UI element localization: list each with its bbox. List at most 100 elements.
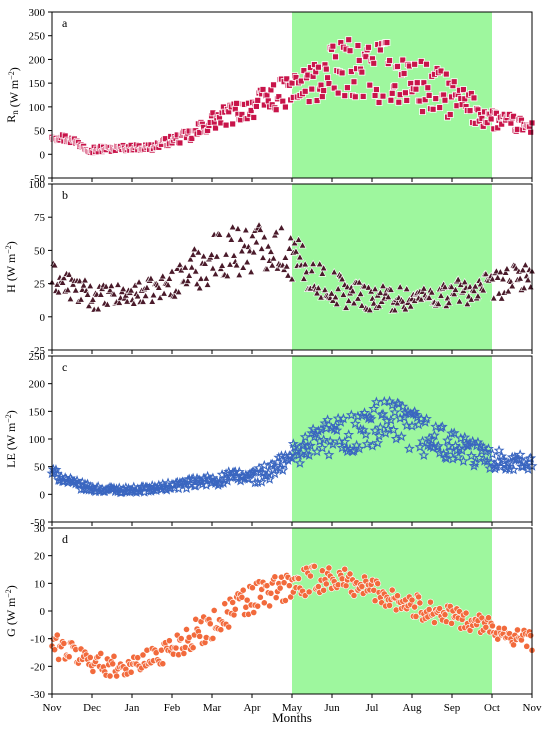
x-axis: Nov Dec Jan Feb Mar Apr May Jun Jul Aug Sep Oct Nov (43, 694, 542, 714)
data-point (521, 260, 530, 268)
data-point (195, 284, 204, 292)
data-point (344, 296, 353, 304)
data-point (71, 286, 80, 294)
x-tick-label: Dec (83, 702, 101, 714)
data-point (343, 429, 355, 440)
data-point (382, 423, 394, 434)
data-point (217, 626, 225, 634)
y-tick-label: 250 (29, 351, 46, 363)
data-point (510, 112, 517, 120)
data-point (455, 432, 467, 444)
data-point (215, 230, 224, 238)
y-axis: -30 -20 -10 0 10 20 30 (30, 523, 52, 701)
data-point (231, 605, 239, 613)
data-point (424, 84, 432, 92)
data-point (54, 288, 63, 296)
y-tick-label: 20 (34, 551, 46, 563)
data-point (486, 448, 498, 459)
data-point (224, 230, 233, 239)
data-point (452, 451, 464, 462)
data-point (357, 424, 369, 435)
data-point (469, 457, 481, 468)
data-point (164, 280, 172, 288)
data-point (288, 274, 296, 283)
data-point (216, 468, 228, 480)
data-point (238, 111, 246, 118)
data-point (413, 418, 425, 430)
data-point (451, 285, 460, 293)
data-point (201, 259, 209, 267)
panel-letter: c (62, 360, 67, 374)
data-point (285, 244, 294, 252)
data-point (374, 421, 386, 433)
x-axis (51, 522, 533, 526)
data-point (276, 584, 284, 592)
data-point (173, 264, 182, 272)
data-point (454, 275, 463, 283)
data-point (345, 36, 353, 44)
data-point (143, 283, 151, 291)
data-point (153, 479, 165, 491)
y-tick-label: 100 (29, 102, 46, 114)
data-point (238, 593, 246, 601)
data-point (320, 586, 328, 594)
data-point (127, 668, 135, 676)
data-point (129, 299, 138, 307)
data-point (165, 274, 174, 282)
data-point (402, 89, 409, 97)
data-point (263, 582, 271, 590)
data-point (257, 244, 266, 252)
data-point (187, 263, 196, 271)
data-point (372, 437, 384, 448)
data-point (461, 95, 469, 103)
data-point (266, 247, 275, 255)
data-point (395, 98, 403, 106)
data-point (494, 635, 502, 643)
data-point (379, 281, 387, 290)
data-point (107, 281, 116, 289)
data-point (199, 252, 208, 260)
series-points (48, 562, 536, 680)
data-point (365, 305, 374, 313)
data-point (398, 297, 407, 305)
data-point (514, 626, 521, 634)
y-tick-label: -25 (30, 345, 45, 357)
data-point (331, 424, 343, 436)
data-point (345, 409, 357, 420)
data-point (406, 420, 418, 431)
x-tick-label: Mar (203, 702, 222, 714)
data-point (233, 466, 245, 477)
data-point (368, 403, 380, 414)
data-point (356, 289, 365, 297)
x-tick-label: Jun (324, 702, 340, 714)
data-point (189, 250, 198, 258)
data-point (227, 235, 236, 243)
panel-letter: a (62, 16, 68, 30)
data-point (436, 421, 448, 432)
data-point (239, 586, 247, 594)
data-point (271, 573, 279, 581)
data-point (320, 422, 332, 434)
data-point (478, 115, 486, 122)
data-point (188, 135, 196, 142)
y-axis-label: H (W m−2) (4, 241, 18, 293)
y-tick-label: 0 (40, 489, 46, 501)
y-tick-label: 200 (29, 379, 46, 391)
data-point (360, 282, 369, 290)
data-point (342, 582, 350, 590)
y-axis: -50 0 50 100 150 200 250 300 (29, 7, 52, 185)
data-point (362, 53, 370, 61)
data-point (425, 293, 434, 301)
data-point (330, 84, 338, 92)
data-point (421, 96, 429, 104)
data-point (379, 92, 387, 100)
data-point (463, 299, 472, 307)
data-point (508, 464, 519, 475)
data-point (263, 264, 271, 273)
data-point (416, 599, 424, 607)
data-point (389, 406, 401, 418)
x-axis (51, 350, 533, 354)
data-point (221, 600, 229, 608)
data-point (250, 114, 258, 121)
data-point (440, 452, 452, 464)
